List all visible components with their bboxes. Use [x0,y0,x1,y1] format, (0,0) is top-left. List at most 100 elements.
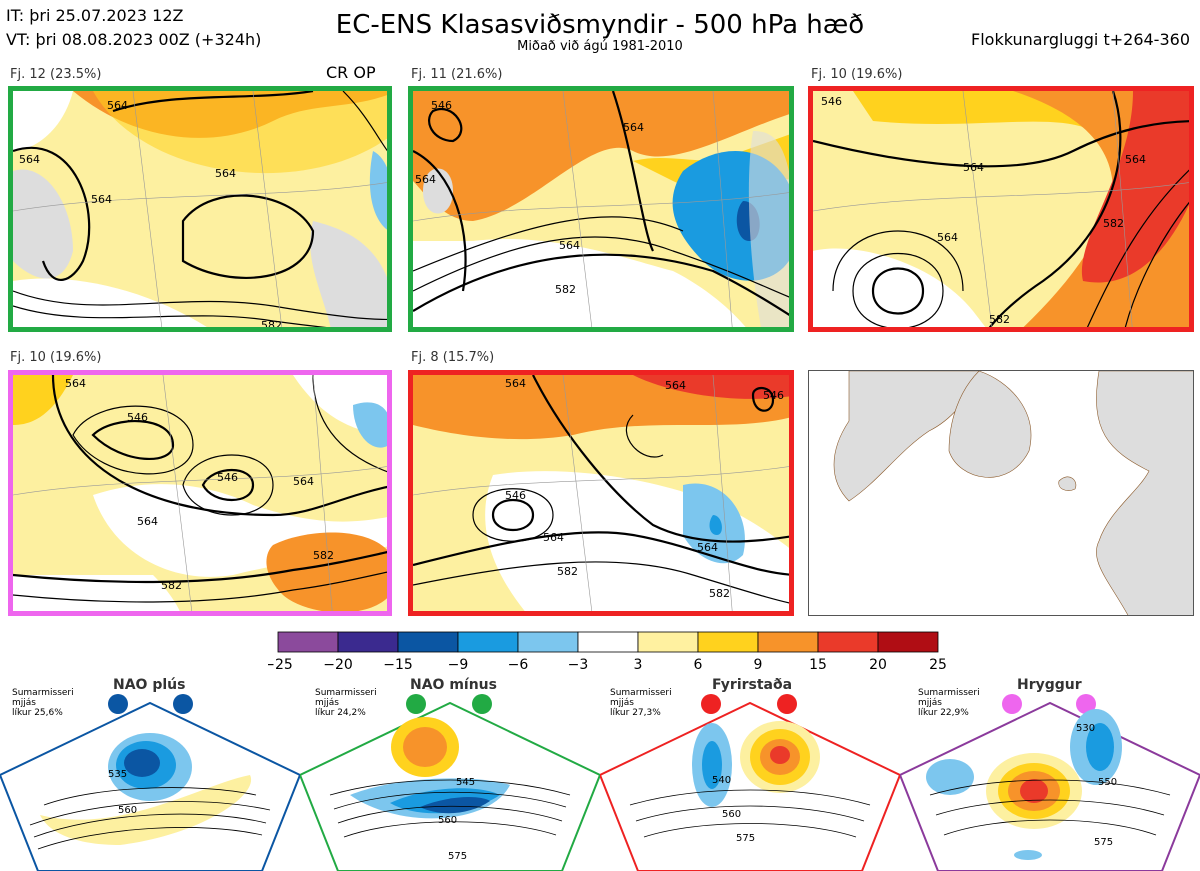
regime-4-info: Sumarmisseri mjjás líkur 22,9% [918,688,980,718]
contour-label: 582 [555,283,576,296]
legend-color-box [697,631,759,653]
contour-label: 564 [91,193,112,206]
regime-4-season: Sumarmisseri [918,688,980,698]
legend-tick-label: 6 [694,657,703,673]
color-legend: −25 −20 −15 −9 −6 −3 3 6 9 15 20 25 [268,631,947,673]
regime-2-contour-label: 575 [448,851,467,862]
contour-label: 564 [937,231,958,244]
legend-color-box [277,631,339,653]
contour-label: 546 [431,99,452,112]
regime-3-name: Fyrirstaða [712,677,793,693]
regime-3-probability: líkur 27,3% [610,708,661,718]
contour-label: 582 [261,319,282,332]
contour-label: 564 [137,515,158,528]
contour-label: 564 [215,167,236,180]
contour-label: 564 [665,379,686,392]
regime-3-map: 540 560 575 [600,701,900,871]
valid-time: VT: þri 08.08.2023 00Z (+324h) [6,30,262,49]
regime-4-probability: líkur 22,9% [918,708,969,718]
legend-color-box [757,631,819,653]
contour-label: 582 [989,313,1010,326]
cluster-4-label: Fj. 10 (19.6%) [10,350,102,365]
regime-1-probability: líkur 25,6% [12,708,63,718]
contour-label: 546 [821,95,842,108]
page-subtitle: Miðað við ágú 1981-2010 [517,39,683,54]
contour-label: 564 [559,239,580,252]
regime-1-contour-label: 535 [108,769,127,780]
cluster-map-2: 546 564 564 564 582 [408,86,794,332]
contour-label: 564 [963,161,984,174]
regime-3-dot [777,694,797,714]
contour-label: 546 [505,489,526,502]
legend-tick-label: 15 [809,657,827,673]
regime-2-probability: líkur 24,2% [315,708,366,718]
init-time: IT: þri 25.07.2023 12Z [6,6,184,25]
legend-color-box [637,631,699,653]
legend-color-box [877,631,939,653]
contour-label: 564 [19,153,40,166]
classification-window-label: Flokkunargluggi t+264-360 [971,30,1190,49]
regime-3-contour-label: 560 [722,809,741,820]
regime-4-contour-label: 550 [1098,777,1117,788]
legend-color-box [457,631,519,653]
regime-4-map: 530 550 575 [900,701,1200,871]
regime-4-smoothing: mjjás [918,698,942,708]
regime-2-name: NAO mínus [410,677,497,693]
cluster-5-label: Fj. 8 (15.7%) [411,350,495,365]
contour-label: 564 [543,531,564,544]
regime-2-season: Sumarmisseri [315,688,377,698]
regime-2-dot [472,694,492,714]
legend-tick-label: −15 [383,657,413,673]
regime-2-dot [406,694,426,714]
regime-1-dot [173,694,193,714]
regime-3-dot [701,694,721,714]
regime-4-dot [1002,694,1022,714]
contour-label: 582 [1103,217,1124,230]
regime-1-map: 535 560 [0,701,300,871]
regime-2-smoothing: mjjás [315,698,339,708]
regime-1-name: NAO plús [113,677,186,693]
legend-tick-label: −20 [323,657,353,673]
contour-label: 564 [293,475,314,488]
contour-label: 582 [709,587,730,600]
legend-tick-label: 9 [754,657,763,673]
regime-4-name: Hryggur [1017,677,1082,693]
contour-label: 546 [763,389,784,402]
cluster-map-5: 564 564 546 546 564 564 582 582 [408,370,794,616]
regime-3-smoothing: mjjás [610,698,634,708]
legend-color-box [337,631,399,653]
regime-4-contour-label: 530 [1076,723,1095,734]
regime-1-dot [108,694,128,714]
legend-tick-label: 25 [929,657,947,673]
contour-label: 582 [313,549,334,562]
regime-3-contour-label: 575 [736,833,755,844]
contour-label: 564 [1125,153,1146,166]
legend-tick-label: −3 [568,657,589,673]
regime-4-dot [1076,694,1096,714]
cluster-3-label: Fj. 10 (19.6%) [811,67,903,82]
regime-4-contour-label: 575 [1094,837,1113,848]
regime-3-info: Sumarmisseri mjjás líkur 27,3% [610,688,672,718]
contour-label: 546 [127,411,148,424]
regime-3-contour-label: 540 [712,775,731,786]
cluster-map-1: 564 564 564 564 582 [8,86,392,332]
legend-tick-label: −25 [268,657,293,673]
cluster-1-cr-op: CR OP [326,63,376,82]
regime-1-smoothing: mjjás [12,698,36,708]
legend-tick-label: 20 [869,657,887,673]
contour-label: 582 [557,565,578,578]
cluster-1-label: Fj. 12 (23.5%) [10,67,102,82]
contour-label: 564 [697,541,718,554]
contour-label: 564 [107,99,128,112]
legend-tick-label: −6 [508,657,529,673]
legend-tick-label: 3 [634,657,643,673]
regime-1-info: Sumarmisseri mjjás líkur 25,6% [12,688,74,718]
regime-2-contour-label: 545 [456,777,475,788]
page-title: EC-ENS Klasasviðsmyndir - 500 hPa hæð [335,10,865,40]
contour-label: 564 [623,121,644,134]
contour-label: 564 [65,377,86,390]
legend-color-box [397,631,459,653]
contour-label: 546 [217,471,238,484]
empty-map-panel [808,370,1194,616]
cluster-map-4: 564 546 546 564 564 582 582 [8,370,392,616]
